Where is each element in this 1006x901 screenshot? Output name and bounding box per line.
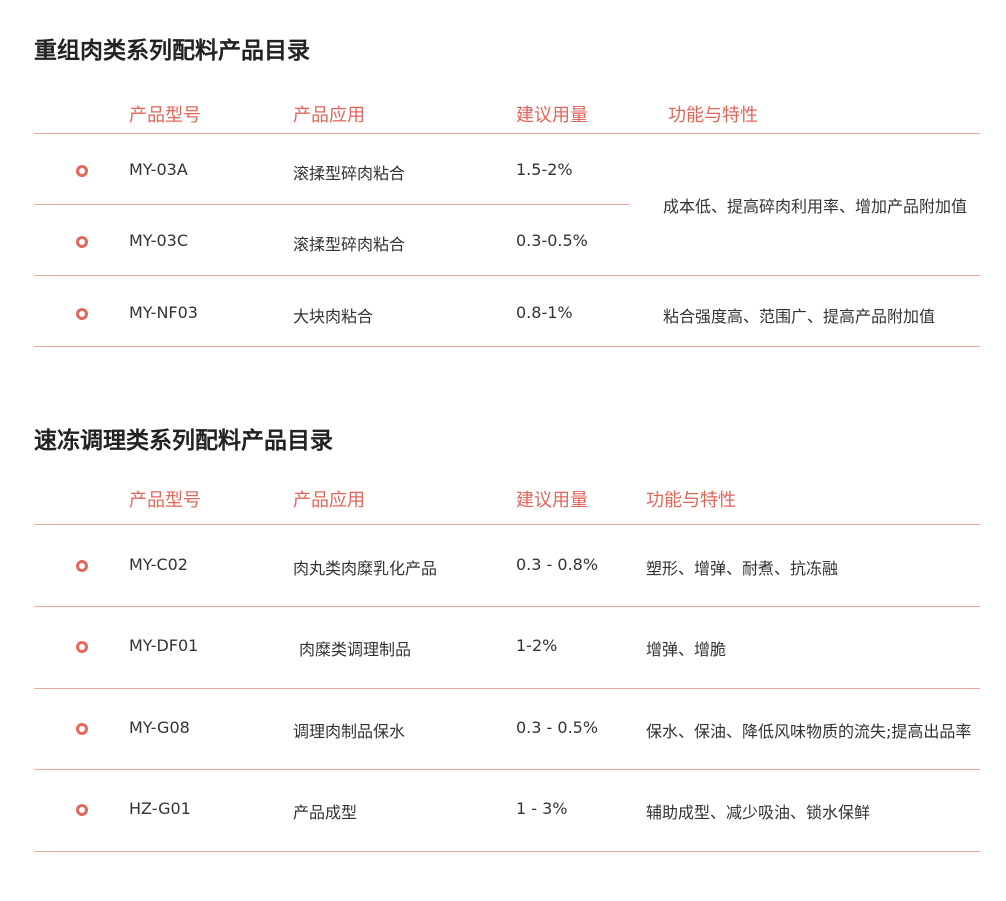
cell-dosage: 0.3 - 0.8% (516, 555, 599, 574)
header-dosage: 建议用量 (516, 490, 588, 511)
cell-model: HZ-G01 (129, 799, 191, 818)
divider (34, 204, 630, 205)
cell-application: 滚揉型碎肉粘合 (293, 235, 406, 254)
header-features: 功能与特性 (646, 490, 736, 511)
cell-application: 产品成型 (293, 803, 358, 822)
section-title: 速冻调理类系列配料产品目录 (34, 428, 333, 454)
divider (34, 275, 980, 276)
cell-dosage: 1 - 3% (516, 799, 568, 818)
divider (34, 524, 980, 525)
bullet-icon (76, 723, 88, 735)
cell-model: MY-03A (129, 160, 188, 179)
header-application: 产品应用 (293, 490, 365, 511)
bullet-icon (76, 560, 88, 572)
divider (34, 133, 980, 134)
header-dosage: 建议用量 (516, 105, 588, 126)
cell-model: MY-C02 (129, 555, 188, 574)
divider (34, 769, 980, 770)
cell-dosage: 0.3 - 0.5% (516, 718, 599, 737)
divider (34, 851, 980, 852)
bullet-icon (76, 804, 88, 816)
bullet-icon (76, 641, 88, 653)
cell-features: 辅助成型、减少吸油、锁水保鲜 (646, 803, 871, 822)
cell-application: 滚揉型碎肉粘合 (293, 164, 406, 183)
cell-model: MY-03C (129, 231, 188, 250)
bullet-icon (76, 236, 88, 248)
cell-application: 肉糜类调理制品 (299, 640, 412, 659)
bullet-icon (76, 308, 88, 320)
header-application: 产品应用 (293, 105, 365, 126)
section-title: 重组肉类系列配料产品目录 (34, 38, 310, 64)
divider (34, 606, 980, 607)
header-model: 产品型号 (129, 105, 201, 126)
cell-dosage: 1-2% (516, 636, 558, 655)
header-model: 产品型号 (129, 490, 201, 511)
cell-dosage: 1.5-2% (516, 160, 573, 179)
cell-application: 调理肉制品保水 (293, 722, 406, 741)
cell-features-merged: 成本低、提高碎肉利用率、增加产品附加值 (663, 197, 968, 216)
header-features: 功能与特性 (668, 105, 758, 126)
cell-features: 保水、保油、降低风味物质的流失;提高出品率 (646, 722, 972, 741)
cell-dosage: 0.8-1% (516, 303, 573, 322)
cell-model: MY-NF03 (129, 303, 198, 322)
cell-dosage: 0.3-0.5% (516, 231, 588, 250)
cell-features: 粘合强度高、范围广、提高产品附加值 (663, 307, 936, 326)
cell-features: 增弹、增脆 (646, 640, 727, 659)
cell-application: 肉丸类肉糜乳化产品 (293, 559, 438, 578)
divider (34, 688, 980, 689)
cell-application: 大块肉粘合 (293, 307, 374, 326)
cell-features: 塑形、增弹、耐煮、抗冻融 (646, 559, 839, 578)
cell-model: MY-DF01 (129, 636, 199, 655)
bullet-icon (76, 165, 88, 177)
divider (34, 346, 980, 347)
cell-model: MY-G08 (129, 718, 190, 737)
